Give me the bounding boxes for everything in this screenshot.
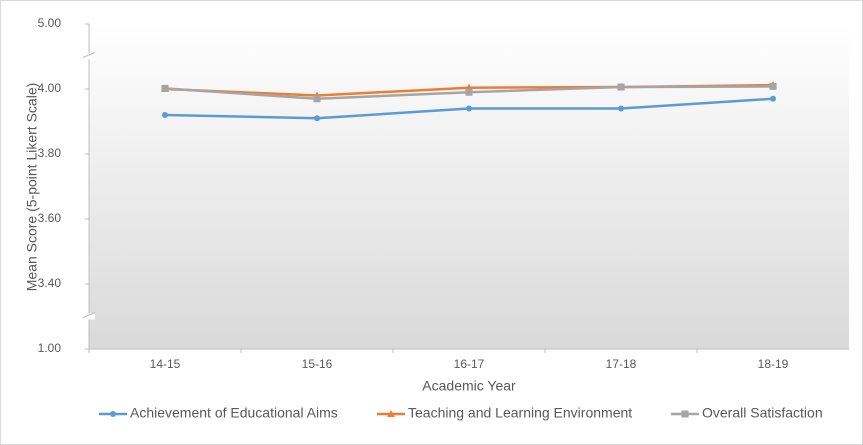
axis-break bbox=[83, 53, 95, 60]
data-point bbox=[162, 112, 168, 118]
data-point bbox=[769, 82, 777, 90]
y-axis-title: Mean Score (5-point Likert Scale) bbox=[24, 83, 40, 292]
y-tick-label: 3.40 bbox=[38, 276, 62, 290]
y-tick-label: 3.80 bbox=[38, 146, 62, 160]
data-point bbox=[770, 95, 776, 102]
x-tick-label: 14-15 bbox=[150, 357, 181, 371]
x-tick-label: 17-18 bbox=[606, 357, 637, 371]
legend-marker bbox=[387, 410, 395, 417]
y-tick-label: 4.00 bbox=[38, 81, 62, 95]
axis-break bbox=[83, 313, 95, 320]
data-point bbox=[466, 105, 472, 112]
x-tick-label: 18-19 bbox=[758, 357, 789, 371]
axis-break bbox=[82, 52, 96, 58]
data-point bbox=[617, 83, 625, 91]
axis-break bbox=[82, 312, 96, 318]
legend-marker bbox=[681, 410, 689, 418]
y-tick-label: 1.00 bbox=[38, 341, 62, 355]
y-tick-label: 3.60 bbox=[38, 211, 62, 225]
y-tick-label: 5.00 bbox=[38, 16, 62, 30]
legend-label: Teaching and Learning Environment bbox=[408, 405, 632, 421]
legend-label: Overall Satisfaction bbox=[702, 405, 823, 421]
data-point bbox=[161, 84, 169, 92]
legend-label: Achievement of Educational Aims bbox=[130, 405, 338, 421]
data-point bbox=[465, 88, 473, 96]
x-axis-title: Academic Year bbox=[422, 378, 516, 394]
data-point bbox=[314, 115, 320, 122]
x-tick-label: 15-16 bbox=[302, 357, 333, 371]
x-tick-label: 16-17 bbox=[454, 357, 485, 371]
data-point bbox=[618, 105, 624, 112]
legend-marker bbox=[110, 411, 116, 417]
data-point bbox=[313, 95, 321, 103]
plot-area bbox=[89, 24, 849, 349]
